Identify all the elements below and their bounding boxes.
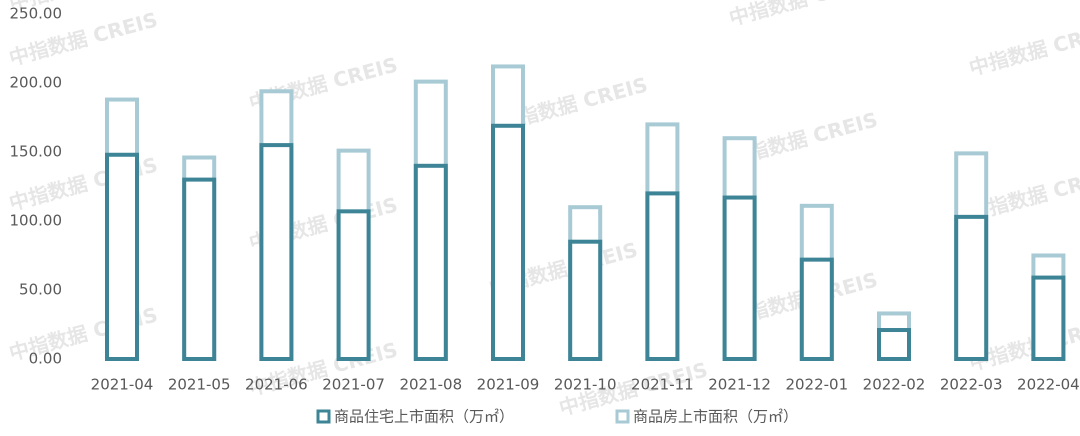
x-tick-label: 2021-06 xyxy=(245,376,308,394)
legend-swatch xyxy=(615,409,630,424)
y-tick-label: 150.00 xyxy=(10,143,63,161)
x-tick-label: 2021-08 xyxy=(399,376,462,394)
x-tick-label: 2021-12 xyxy=(708,376,771,394)
x-tick-label: 2022-01 xyxy=(785,376,848,394)
bar xyxy=(954,214,989,361)
bar xyxy=(259,143,294,361)
y-tick-label: 100.00 xyxy=(10,212,63,230)
y-tick-label: 200.00 xyxy=(10,74,63,92)
legend-label: 商品房上市面积（万㎡） xyxy=(633,408,798,426)
bar xyxy=(491,123,525,361)
bar xyxy=(336,209,371,361)
x-tick-label: 2021-11 xyxy=(631,376,694,394)
bar xyxy=(799,257,834,362)
x-tick-label: 2021-07 xyxy=(322,376,385,394)
bar xyxy=(413,163,448,361)
x-tick-label: 2021-10 xyxy=(554,376,617,394)
bar xyxy=(568,239,603,361)
x-tick-label: 2022-02 xyxy=(863,376,926,394)
bar xyxy=(1031,275,1066,361)
watermark: 中指数据 CREIS xyxy=(727,0,881,30)
y-tick-label: 50.00 xyxy=(19,281,62,299)
bar xyxy=(877,328,911,361)
x-tick-label: 2021-05 xyxy=(168,376,231,394)
x-tick-label: 2022-04 xyxy=(1017,376,1080,394)
legend-swatch xyxy=(316,409,331,424)
bar xyxy=(105,152,139,361)
x-tick-label: 2021-04 xyxy=(91,376,154,394)
y-tick-label: 0.00 xyxy=(29,350,62,368)
bar xyxy=(645,191,680,361)
legend-label: 商品住宅上市面积（万㎡） xyxy=(334,408,514,426)
bar xyxy=(182,177,217,361)
x-tick-label: 2021-09 xyxy=(477,376,540,394)
x-tick-label: 2022-03 xyxy=(940,376,1003,394)
bar xyxy=(722,195,757,361)
y-tick-label: 250.00 xyxy=(10,5,63,23)
watermark: 中指数据 CREIS xyxy=(967,17,1080,80)
